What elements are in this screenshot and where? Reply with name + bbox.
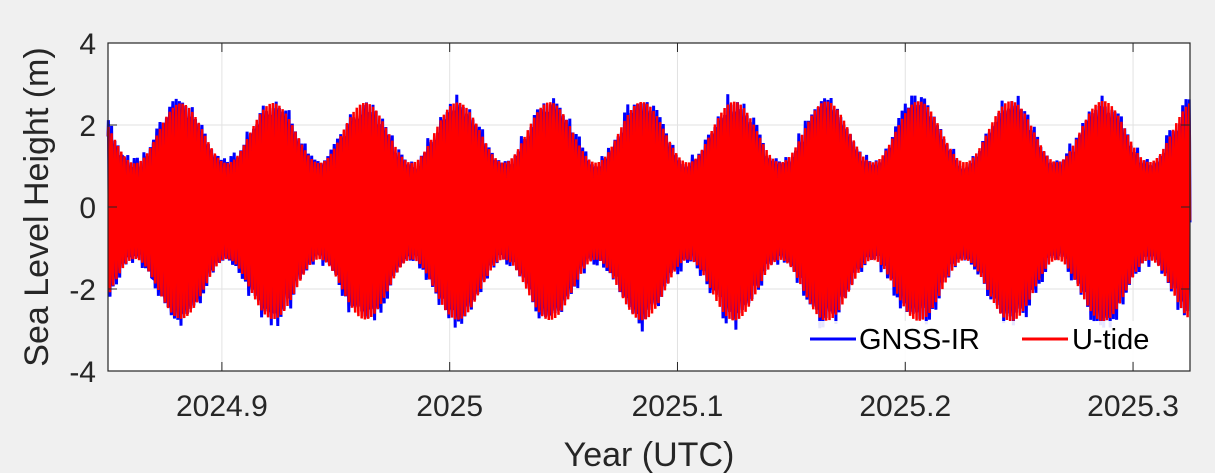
x-tick-label: 2025.3: [1087, 390, 1179, 423]
legend-box: [805, 321, 1183, 361]
legend-label-u-tide: U-tide: [1072, 324, 1149, 356]
x-tick-label: 2025.2: [859, 390, 951, 423]
x-tick-label: 2025: [416, 390, 483, 423]
series-line-u-tide: [106, 100, 1192, 322]
legend: GNSS-IR U-tide: [805, 321, 1183, 361]
legend-label-gnss-ir: GNSS-IR: [859, 324, 980, 356]
y-tick-label: -4: [69, 356, 96, 389]
y-tick-label: 2: [79, 110, 96, 143]
x-axis-label: Year (UTC): [564, 436, 735, 473]
x-tick-label: 2024.9: [176, 390, 268, 423]
series-layer: [106, 94, 1192, 332]
ticks: 2024.9 2025 2025.1 2025.2 2025.3 -4 -2 0 2 4: [69, 28, 1190, 423]
y-tick-label: -2: [69, 274, 96, 307]
y-tick-label: 4: [79, 28, 96, 61]
y-tick-label: 0: [79, 192, 96, 225]
x-tick-label: 2025.1: [632, 390, 724, 423]
y-axis-label: Sea Level Height (m): [18, 47, 56, 366]
